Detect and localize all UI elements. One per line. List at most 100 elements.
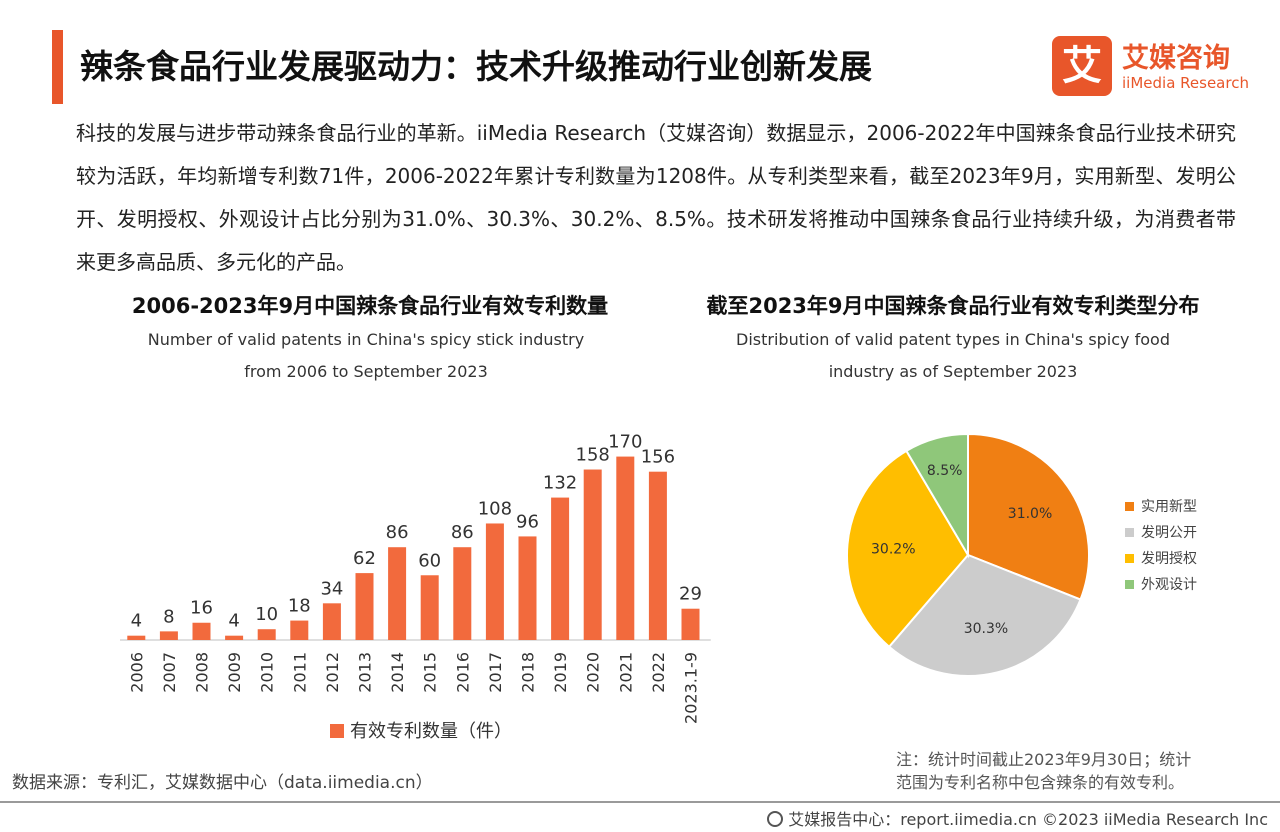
bar-legend-swatch (330, 724, 344, 738)
x-tick-label-2011: 2011 (290, 652, 309, 693)
pie-legend-item: 发明公开 (1125, 520, 1197, 546)
footer-text: 艾媒报告中心：report.iimedia.cn ©2023 iiMedia R… (788, 810, 1268, 829)
bar-value-label-2013: 62 (353, 548, 376, 569)
footer-divider (0, 801, 1280, 803)
pie-legend-label-2: 发明授权 (1141, 551, 1197, 567)
bar-chart-subtitle: Number of valid patents in China's spicy… (90, 324, 642, 388)
data-source: 数据来源：专利汇，艾媒数据中心（data.iimedia.cn） (12, 773, 433, 793)
bar-value-label-2022: 156 (641, 447, 675, 468)
iimedia-logo: 艾 艾媒咨询 iiMedia Research (1052, 34, 1262, 98)
bar-value-label-2020: 158 (576, 445, 610, 466)
x-tick-label-2014: 2014 (388, 652, 407, 693)
x-tick-label-2017: 2017 (486, 652, 505, 693)
bar-value-label-2017: 108 (478, 498, 512, 519)
bar-value-label-2011: 18 (288, 596, 311, 617)
x-tick-label-2021: 2021 (616, 652, 635, 693)
pie-chart-title: 截至2023年9月中国辣条食品行业有效专利类型分布 (706, 294, 1200, 318)
bar-chart-title: 2006-2023年9月中国辣条食品行业有效专利数量 (131, 294, 609, 318)
bar-value-label-2012: 34 (320, 578, 343, 599)
pie-legend-swatch-0 (1125, 502, 1134, 511)
x-tick-label-2022: 2022 (649, 652, 668, 693)
bar-value-label-2018: 96 (516, 511, 539, 532)
x-tick-label-2010: 2010 (258, 652, 277, 693)
bar-value-label-2010: 10 (255, 604, 278, 625)
pie-slice-label-3: 8.5% (927, 463, 963, 479)
bar-2022 (648, 471, 667, 640)
bar-2014 (388, 547, 407, 640)
pie-legend-item: 外观设计 (1125, 572, 1197, 598)
bar-value-label-2019: 132 (543, 473, 577, 494)
bar-2018 (518, 536, 537, 640)
pie-chart-subtitle-line-2: industry as of September 2023 (828, 362, 1078, 381)
bar-2017 (485, 523, 504, 640)
pie-legend-item: 实用新型 (1125, 494, 1197, 520)
pie-legend-swatch-2 (1125, 554, 1134, 563)
x-tick-label-2012: 2012 (323, 652, 342, 693)
bar-2006 (127, 635, 146, 640)
pie-legend-swatch-1 (1125, 528, 1134, 537)
page-title: 辣条食品行业发展驱动力：技术升级推动行业创新发展 (80, 47, 872, 86)
bar-2016 (453, 547, 472, 640)
bar-value-label-2009: 4 (228, 611, 239, 632)
logo-name-cn: 艾媒咨询 (1122, 43, 1230, 74)
bar-2008 (192, 622, 211, 640)
pie-slice-label-1: 30.3% (964, 621, 1008, 637)
bar-chart: 4 2006 8 2007 16 2008 4 2009 10 2010 18 2011 34 2012 6… (120, 432, 711, 724)
x-tick-label-2015: 2015 (421, 652, 440, 693)
footer: 艾媒报告中心：report.iimedia.cn ©2023 iiMedia R… (767, 806, 1268, 830)
bar-2015 (420, 575, 439, 640)
bar-value-label-2021: 170 (608, 432, 642, 453)
bar-value-label-2006: 4 (131, 611, 142, 632)
pie-slice-1 (887, 553, 1082, 677)
bar-2010 (257, 629, 276, 640)
bar-2023.1-9 (681, 608, 700, 640)
bar-2013 (355, 573, 374, 640)
pie-chart-subtitle: Distribution of valid patent types in Ch… (700, 324, 1206, 388)
pie-chart-subtitle-line-1: Distribution of valid patent types in Ch… (736, 330, 1170, 349)
pie-legend-label-3: 外观设计 (1141, 577, 1197, 593)
pie-chart: 31.0% 30.3% 30.2% 8.5% (846, 432, 1090, 677)
x-tick-label-2020: 2020 (584, 652, 603, 693)
pie-legend-label-1: 发明公开 (1141, 525, 1197, 541)
intro-paragraph: 科技的发展与进步带动辣条食品行业的革新。iiMedia Research（艾媒咨… (76, 121, 1236, 274)
x-tick-label-2019: 2019 (551, 652, 570, 693)
bar-2009 (225, 635, 244, 640)
pie-legend-label-0: 实用新型 (1141, 499, 1197, 515)
pie-slice-3 (905, 432, 969, 559)
x-tick-label-2008: 2008 (193, 652, 212, 693)
bar-2011 (290, 620, 309, 640)
bar-value-label-2014: 86 (386, 522, 409, 543)
bar-chart-subtitle-line-1: Number of valid patents in China's spicy… (147, 330, 585, 349)
bar-value-label-2008: 16 (190, 598, 213, 619)
pie-slice-2 (846, 449, 970, 649)
x-tick-label-2009: 2009 (225, 652, 244, 693)
globe-icon (767, 811, 784, 827)
bar-legend-label: 有效专利数量（件） (350, 721, 512, 742)
footnote: 注：统计时间截止2023年9月30日；统计 范围为专利名称中包含辣条的有效专利。 (896, 748, 1236, 794)
bar-chart-subtitle-line-2: from 2006 to September 2023 (244, 362, 488, 381)
footnote-line-2: 范围为专利名称中包含辣条的有效专利。 (896, 773, 1185, 792)
bar-value-label-2015: 60 (418, 550, 441, 571)
bar-value-label-2007: 8 (163, 606, 174, 627)
pie-legend-item: 发明授权 (1125, 546, 1197, 572)
bar-2021 (616, 456, 635, 640)
bar-value-label-2023.1-9: 29 (679, 584, 702, 605)
footnote-line-1: 注：统计时间截止2023年9月30日；统计 (896, 750, 1192, 769)
x-tick-label-2013: 2013 (356, 652, 375, 693)
x-tick-label-2007: 2007 (160, 652, 179, 693)
title-accent-bar (52, 30, 63, 104)
pie-chart-legend: 实用新型 发明公开 发明授权 外观设计 (1125, 494, 1197, 598)
bar-chart-legend: 有效专利数量（件） (330, 717, 512, 743)
pie-legend-swatch-3 (1125, 580, 1134, 589)
bar-2007 (159, 631, 178, 640)
bar-2012 (322, 603, 341, 640)
pie-slice-label-2: 30.2% (871, 541, 915, 557)
logo-name-en: iiMedia Research (1122, 74, 1249, 92)
bar-2019 (551, 497, 570, 640)
x-tick-label-2006: 2006 (127, 652, 146, 693)
x-tick-label-2023.1-9: 2023.1-9 (682, 652, 701, 724)
bar-value-label-2016: 86 (451, 522, 474, 543)
logo-mark: 艾 (1052, 36, 1112, 96)
x-tick-label-2018: 2018 (519, 652, 538, 693)
pie-slice-0 (967, 432, 1090, 601)
